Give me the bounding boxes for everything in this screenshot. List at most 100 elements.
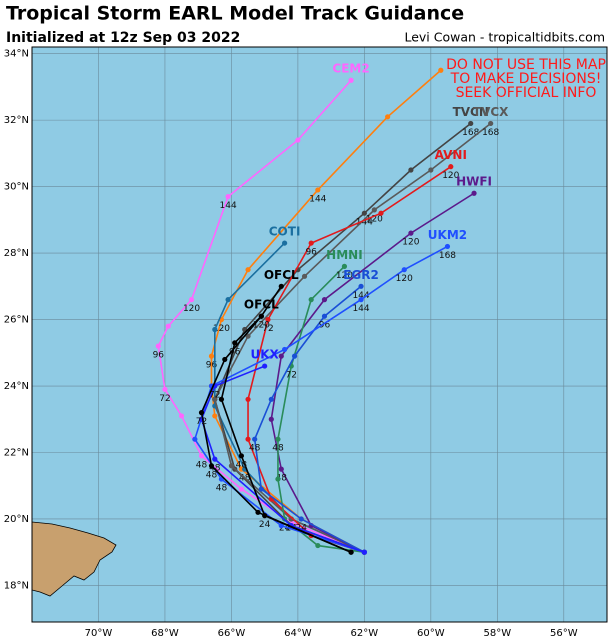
track-point bbox=[198, 453, 205, 459]
track-line bbox=[157, 79, 365, 553]
track-line bbox=[270, 192, 475, 553]
track-point bbox=[315, 187, 321, 193]
hour-label: 48 bbox=[216, 484, 228, 494]
hour-label: 168 bbox=[439, 251, 456, 261]
warning-text: SEEK OFFICIAL INFO bbox=[456, 85, 597, 101]
track-name: TVCN bbox=[453, 105, 489, 119]
track-point bbox=[245, 333, 251, 339]
hour-label: 144 bbox=[352, 291, 369, 301]
track-point bbox=[258, 313, 264, 319]
x-tick-label: 68°W bbox=[151, 628, 179, 639]
hour-label: 96 bbox=[229, 347, 241, 357]
hour-label: 120 bbox=[402, 238, 419, 248]
track-point bbox=[165, 323, 171, 329]
track-point bbox=[448, 164, 454, 170]
track-point bbox=[278, 523, 284, 529]
track-point bbox=[268, 416, 274, 422]
track-point bbox=[218, 396, 225, 402]
hour-label: 24 bbox=[259, 520, 271, 530]
hour-label: 72 bbox=[209, 391, 220, 401]
hour-label: 168 bbox=[482, 128, 499, 138]
track-name: UKX bbox=[251, 348, 280, 362]
x-tick-label: 70°W bbox=[85, 628, 113, 639]
track-point bbox=[444, 243, 451, 250]
y-tick-label: 18°N bbox=[4, 580, 29, 591]
x-tick-label: 58°W bbox=[484, 628, 512, 639]
track-point bbox=[401, 267, 407, 273]
track-point bbox=[208, 353, 215, 359]
track-point bbox=[278, 283, 284, 289]
track-point bbox=[348, 77, 354, 83]
hour-label: 72 bbox=[262, 324, 273, 334]
track-point bbox=[232, 340, 238, 346]
y-tick-label: 32°N bbox=[4, 115, 29, 126]
track-point bbox=[212, 456, 218, 462]
track-point bbox=[228, 463, 235, 469]
track-line bbox=[277, 265, 365, 553]
track-line bbox=[253, 285, 365, 553]
track-point bbox=[361, 210, 367, 216]
track-point bbox=[408, 167, 414, 173]
track-point bbox=[471, 190, 477, 196]
track-point bbox=[155, 343, 161, 349]
track-point bbox=[358, 283, 364, 289]
track-point bbox=[278, 353, 284, 359]
x-tick-label: 64°W bbox=[284, 628, 312, 639]
track-name: EGR2 bbox=[343, 268, 379, 282]
hour-label: 144 bbox=[309, 194, 326, 204]
track-point bbox=[301, 273, 308, 279]
hour-label: 168 bbox=[462, 128, 479, 138]
hour-label: 96 bbox=[153, 351, 165, 361]
hour-label: 24 bbox=[279, 523, 291, 533]
hour-label: 72 bbox=[196, 417, 207, 427]
land bbox=[32, 521, 117, 597]
track-point bbox=[188, 297, 195, 303]
map-frame bbox=[31, 46, 608, 623]
track-point bbox=[178, 413, 185, 419]
hour-label: 48 bbox=[236, 460, 248, 470]
y-tick-label: 22°N bbox=[4, 447, 29, 458]
hour-label: 48 bbox=[276, 474, 288, 484]
track-point bbox=[341, 263, 348, 269]
track-point bbox=[488, 120, 494, 127]
hour-label: 96 bbox=[206, 361, 218, 371]
track-point bbox=[245, 396, 251, 402]
track-point bbox=[358, 297, 364, 303]
track-point bbox=[222, 356, 228, 363]
track-point bbox=[282, 346, 288, 353]
y-tick-label: 24°N bbox=[4, 381, 29, 392]
track-point bbox=[321, 297, 328, 303]
x-tick-label: 56°W bbox=[550, 628, 578, 639]
track-point bbox=[192, 436, 198, 442]
track-point bbox=[245, 267, 251, 273]
track-line bbox=[200, 315, 352, 553]
track-point bbox=[282, 240, 288, 246]
track-point bbox=[315, 542, 321, 549]
hour-label: 144 bbox=[220, 201, 237, 211]
track-name: HWFI bbox=[456, 175, 492, 189]
y-tick-label: 30°N bbox=[4, 182, 29, 193]
hour-label: 48 bbox=[206, 470, 218, 480]
track-point bbox=[258, 486, 264, 492]
hour-label: 120 bbox=[442, 171, 459, 181]
y-tick-label: 26°N bbox=[4, 315, 29, 326]
credit: Levi Cowan - tropicaltidbits.com bbox=[404, 30, 605, 45]
track-point bbox=[238, 453, 244, 459]
hour-label: 120 bbox=[253, 321, 270, 331]
track-point bbox=[225, 297, 231, 303]
track-point bbox=[262, 363, 268, 369]
y-tick-label: 34°N bbox=[4, 49, 29, 60]
hour-label: 120 bbox=[213, 324, 230, 334]
track-name: COTI bbox=[269, 225, 301, 239]
hour-label: 96 bbox=[319, 321, 331, 331]
track-point bbox=[265, 316, 271, 323]
track-line bbox=[200, 365, 365, 553]
x-tick-label: 66°W bbox=[218, 628, 246, 639]
track-point bbox=[212, 326, 218, 333]
track-point bbox=[308, 240, 314, 246]
track-name: CEM2 bbox=[332, 62, 369, 76]
track-point bbox=[361, 549, 367, 555]
track-point bbox=[212, 396, 218, 402]
track-point bbox=[298, 516, 304, 522]
